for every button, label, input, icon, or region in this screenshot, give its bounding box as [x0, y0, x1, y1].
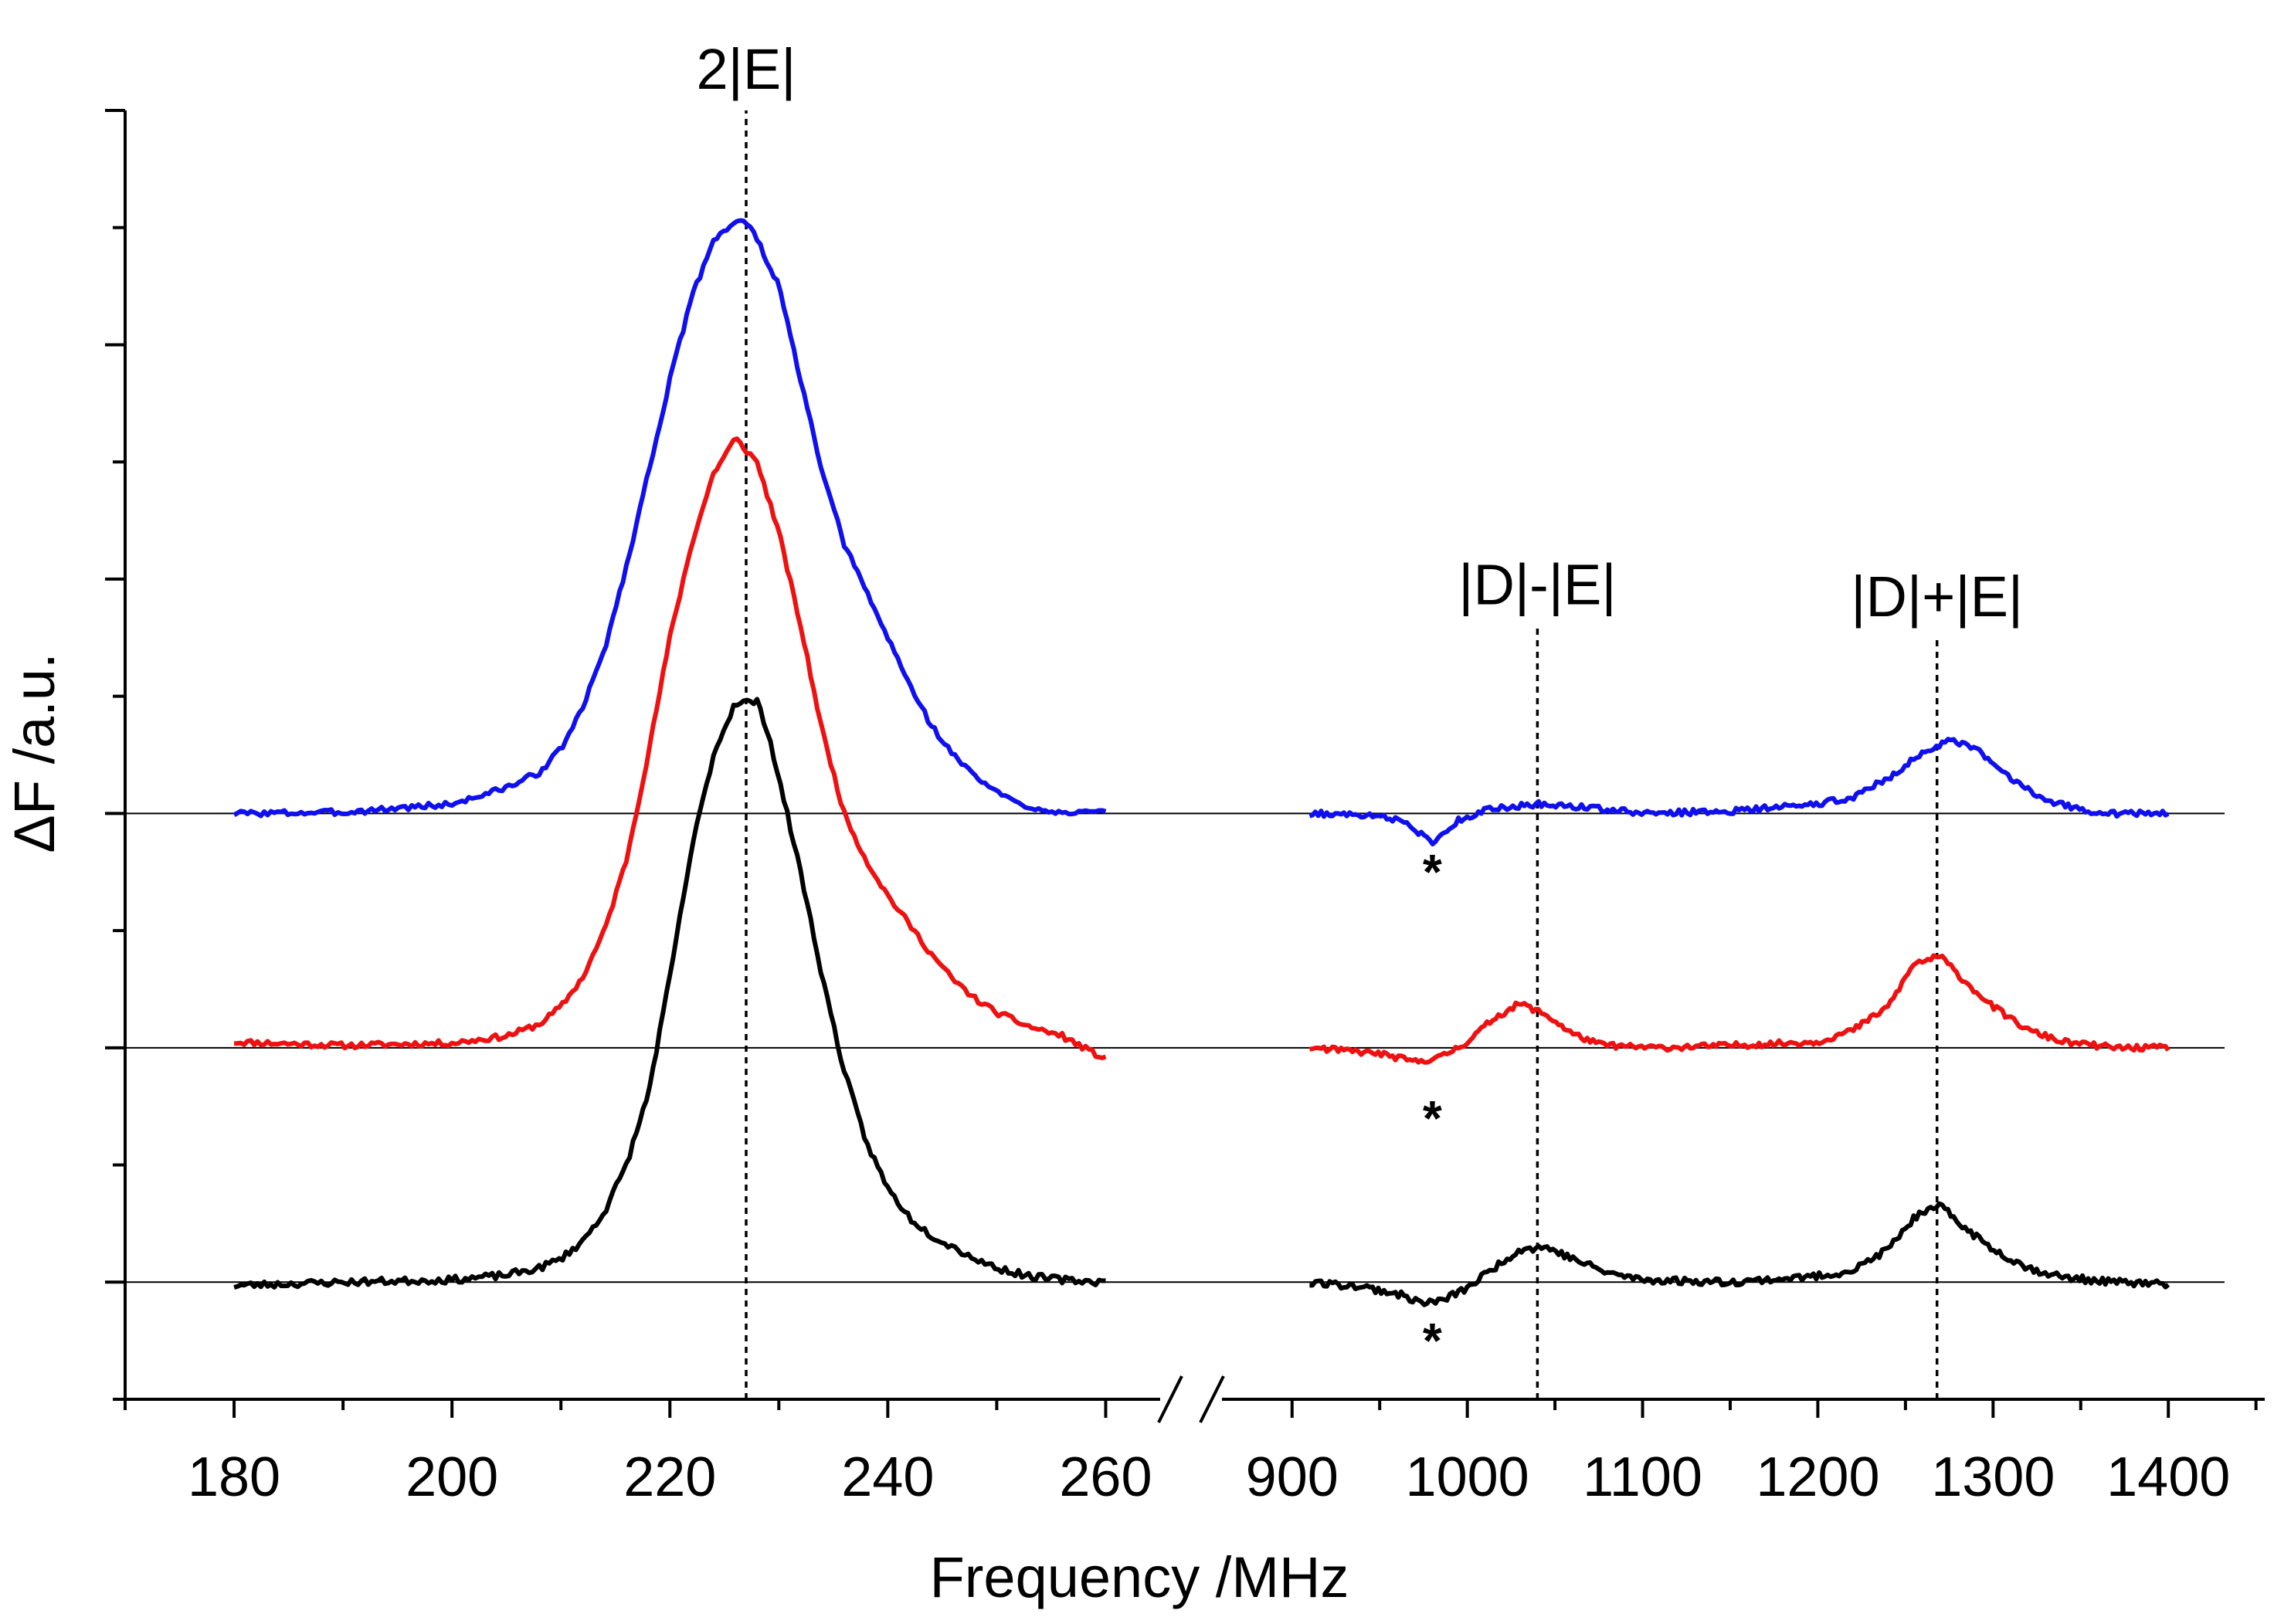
series-line-red-low	[234, 436, 1107, 1060]
labels: Frequency /MHz ΔF /a.u.	[2, 653, 1349, 1609]
x-tick-label: 900	[1246, 1446, 1339, 1508]
x-tick-label: 220	[623, 1446, 716, 1508]
axis-break-marker	[1157, 1375, 1225, 1423]
x-tick-label: 240	[841, 1446, 934, 1508]
asterisk-annotation: *	[1423, 844, 1442, 900]
peak-label: |D|-|E|	[1458, 553, 1616, 617]
axes	[124, 110, 2265, 1423]
x-tick-label: 1100	[1583, 1446, 1702, 1508]
series-line-blue-low	[232, 218, 1107, 819]
x-tick-label: 1400	[2106, 1446, 2230, 1508]
x-tick-label: 1000	[1406, 1446, 1529, 1508]
x-tick-label: 1200	[1756, 1446, 1879, 1508]
reference-lines: 2|E| |D|-|E| |D|+|E| * * *	[697, 37, 2023, 1399]
ticks: 180 200 220 240 260 900 1000 1100 1200 1300 1400	[105, 109, 2258, 1508]
series-lines	[232, 218, 2170, 1307]
baselines	[125, 812, 2225, 1283]
asterisk-annotation: *	[1423, 1090, 1442, 1146]
series-line-blue-high	[1308, 737, 2170, 847]
peak-label: |D|+|E|	[1851, 565, 2023, 629]
x-axis-title: Frequency /MHz	[930, 1545, 1349, 1609]
asterisk-annotation: *	[1423, 1313, 1442, 1368]
peak-label: 2|E|	[697, 37, 796, 101]
series-line-black-high	[1309, 1201, 2170, 1307]
x-tick-label: 1300	[1931, 1446, 2055, 1508]
x-tick-label: 200	[406, 1446, 498, 1508]
x-tick-label: 260	[1059, 1446, 1152, 1508]
series-line-black-low	[233, 697, 1106, 1290]
x-tick-label: 180	[188, 1446, 280, 1508]
y-axis-title: ΔF /a.u.	[2, 653, 66, 853]
series-line-red-high	[1308, 953, 2170, 1065]
